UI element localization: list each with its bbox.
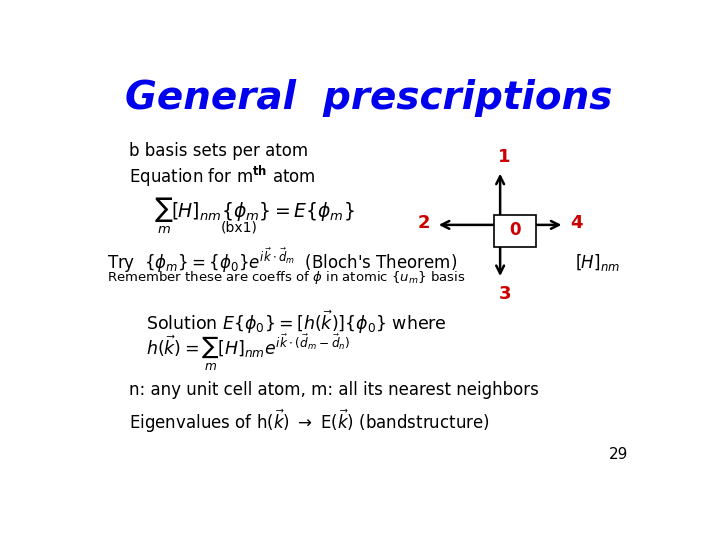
Text: Remember these are coeffs of $\phi$ in atomic $\{u_m\}$ basis: Remember these are coeffs of $\phi$ in a… [107, 269, 465, 286]
Text: 4: 4 [570, 214, 582, 232]
Text: 3: 3 [498, 285, 511, 303]
Text: Solution $E\{\phi_0\} = [h(\vec{k})]\{\phi_0\}$ where: Solution $E\{\phi_0\} = [h(\vec{k})]\{\p… [145, 308, 446, 336]
Text: b basis sets per atom: b basis sets per atom [129, 141, 308, 160]
Text: 1: 1 [498, 148, 511, 166]
Text: $h(\vec{k}) = \sum_m[H]_{nm}e^{i\vec{k}\cdot(\vec{d}_m-\vec{d}_n)}$: $h(\vec{k}) = \sum_m[H]_{nm}e^{i\vec{k}\… [145, 333, 350, 373]
Text: $\sum_m[H]_{nm}\{\phi_m\} = E\{\phi_m\}$: $\sum_m[H]_{nm}\{\phi_m\} = E\{\phi_m\}$ [154, 196, 355, 236]
Text: (bx1): (bx1) [221, 221, 258, 235]
Text: Try  $\{\phi_m\} = \{\phi_0\}e^{i\vec{k}\cdot\vec{d}_m}$  (Bloch's Theorem): Try $\{\phi_m\} = \{\phi_0\}e^{i\vec{k}\… [107, 246, 457, 275]
Text: General  prescriptions: General prescriptions [125, 79, 613, 117]
Text: 29: 29 [609, 447, 629, 462]
Text: Eigenvalues of h($\vec{k}$) $\rightarrow$ E($\vec{k}$) (bandstructure): Eigenvalues of h($\vec{k}$) $\rightarrow… [129, 408, 490, 435]
Text: n: any unit cell atom, m: all its nearest neighbors: n: any unit cell atom, m: all its neares… [129, 381, 539, 399]
Text: 2: 2 [418, 214, 430, 232]
Text: $[H]_{nm}$: $[H]_{nm}$ [575, 252, 621, 273]
Text: Equation for m$^{\mathbf{th}}$ atom: Equation for m$^{\mathbf{th}}$ atom [129, 164, 316, 189]
Bar [494, 215, 536, 247]
Text: 0: 0 [509, 221, 521, 239]
